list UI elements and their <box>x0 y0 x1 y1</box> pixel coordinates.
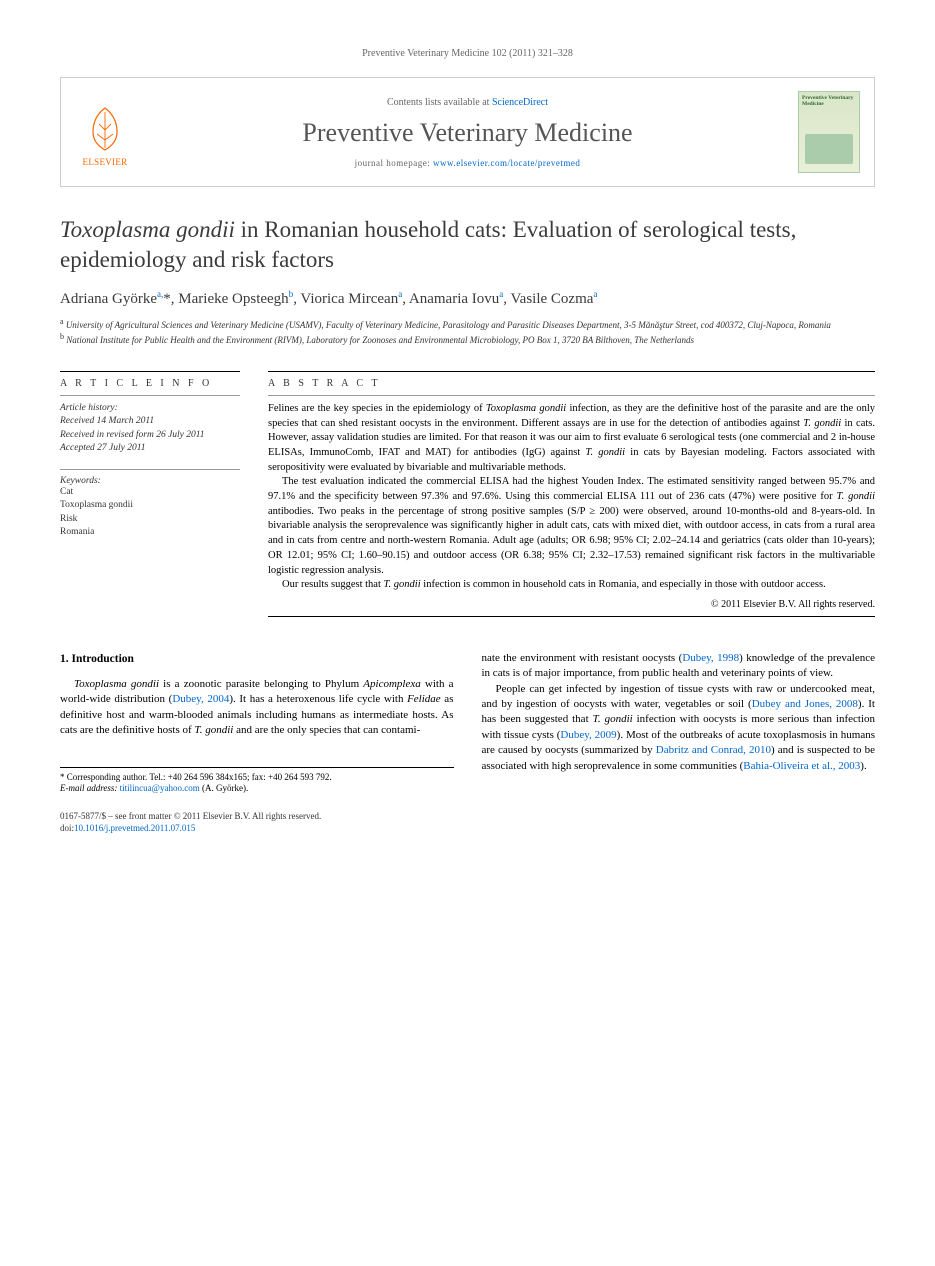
homepage-prefix: journal homepage: <box>355 158 433 168</box>
body-column-left: 1. Introduction Toxoplasma gondii is a z… <box>60 651 454 795</box>
body-para: Toxoplasma gondii is a zoonotic parasite… <box>60 677 454 739</box>
body-column-right: nate the environment with resistant oocy… <box>482 651 876 795</box>
article-info-column: A R T I C L E I N F O Article history: R… <box>60 365 240 623</box>
sciencedirect-link[interactable]: ScienceDirect <box>492 97 548 108</box>
footer-copyright: 0167-5877/$ – see front matter © 2011 El… <box>60 811 875 823</box>
keywords-label: Keywords: <box>60 476 240 486</box>
authors-line: Adriana Györkea,*, Marieke Opsteeghb, Vi… <box>60 289 875 308</box>
journal-cover-thumbnail: Preventive Veterinary Medicine <box>798 91 860 173</box>
history-received: Received 14 March 2011 <box>60 415 240 428</box>
email-link[interactable]: titilincua@yahoo.com <box>120 783 200 793</box>
corresponding-author-note: * Corresponding author. Tel.: +40 264 59… <box>60 772 454 784</box>
history-revised: Received in revised form 26 July 2011 <box>60 429 240 442</box>
homepage-line: journal homepage: www.elsevier.com/locat… <box>355 158 581 168</box>
journal-header-box: ELSEVIER Contents lists available at Sci… <box>60 77 875 187</box>
doi-prefix: doi: <box>60 823 74 833</box>
rule <box>268 616 875 617</box>
abstract-head: A B S T R A C T <box>268 378 875 389</box>
section-heading: 1. Introduction <box>60 651 454 667</box>
keywords-list: Cat Toxoplasma gondii Risk Romania <box>60 486 240 539</box>
footer-doi: doi:10.1016/j.prevetmed.2011.07.015 <box>60 823 875 835</box>
running-header: Preventive Veterinary Medicine 102 (2011… <box>60 48 875 59</box>
email-line: E-mail address: titilincua@yahoo.com (A.… <box>60 783 454 795</box>
article-info-head: A R T I C L E I N F O <box>60 378 240 389</box>
email-label: E-mail address: <box>60 783 120 793</box>
journal-name: Preventive Veterinary Medicine <box>302 118 632 148</box>
body-para: People can get infected by ingestion of … <box>482 682 876 774</box>
section-number: 1. <box>60 653 69 665</box>
rule-thin <box>60 469 240 470</box>
abstract-para: Felines are the key species in the epide… <box>268 402 875 475</box>
homepage-link[interactable]: www.elsevier.com/locate/prevetmed <box>433 158 580 168</box>
rule-thin <box>60 395 240 396</box>
abstract-text: Felines are the key species in the epide… <box>268 402 875 593</box>
article-title: Toxoplasma gondii in Romanian household … <box>60 215 875 275</box>
header-center: Contents lists available at ScienceDirec… <box>151 97 784 168</box>
footer-block: 0167-5877/$ – see front matter © 2011 El… <box>60 811 875 834</box>
title-block: Toxoplasma gondii in Romanian household … <box>60 215 875 347</box>
contents-prefix: Contents lists available at <box>387 97 492 108</box>
footnotes: * Corresponding author. Tel.: +40 264 59… <box>60 767 454 795</box>
publisher-logo: ELSEVIER <box>75 97 135 167</box>
body-para: nate the environment with resistant oocy… <box>482 651 876 682</box>
history-label: Article history: <box>60 402 240 415</box>
keyword: Toxoplasma gondii <box>60 499 240 512</box>
affiliation-b: b National Institute for Public Health a… <box>60 331 875 347</box>
affiliations: a University of Agricultural Sciences an… <box>60 316 875 347</box>
copyright-line: © 2011 Elsevier B.V. All rights reserved… <box>268 599 875 610</box>
affiliation-a: a University of Agricultural Sciences an… <box>60 316 875 332</box>
abstract-para: The test evaluation indicated the commer… <box>268 475 875 578</box>
rule <box>268 371 875 372</box>
elsevier-tree-icon <box>83 104 127 154</box>
page-container: Preventive Veterinary Medicine 102 (2011… <box>0 0 935 874</box>
publisher-name: ELSEVIER <box>83 157 128 167</box>
history-accepted: Accepted 27 July 2011 <box>60 442 240 455</box>
body-columns: 1. Introduction Toxoplasma gondii is a z… <box>60 651 875 795</box>
keyword: Romania <box>60 526 240 539</box>
doi-link[interactable]: 10.1016/j.prevetmed.2011.07.015 <box>74 823 195 833</box>
email-suffix: (A. Györke). <box>200 783 249 793</box>
abstract-para: Our results suggest that T. gondii infec… <box>268 578 875 593</box>
section-title: Introduction <box>72 653 134 665</box>
rule <box>60 371 240 372</box>
keyword: Risk <box>60 513 240 526</box>
cover-title: Preventive Veterinary Medicine <box>802 95 856 107</box>
rule-thin <box>268 395 875 396</box>
keyword: Cat <box>60 486 240 499</box>
cover-image-placeholder <box>805 134 853 164</box>
contents-line: Contents lists available at ScienceDirec… <box>387 97 548 108</box>
info-abstract-row: A R T I C L E I N F O Article history: R… <box>60 365 875 623</box>
abstract-column: A B S T R A C T Felines are the key spec… <box>268 365 875 623</box>
article-history: Article history: Received 14 March 2011 … <box>60 402 240 455</box>
